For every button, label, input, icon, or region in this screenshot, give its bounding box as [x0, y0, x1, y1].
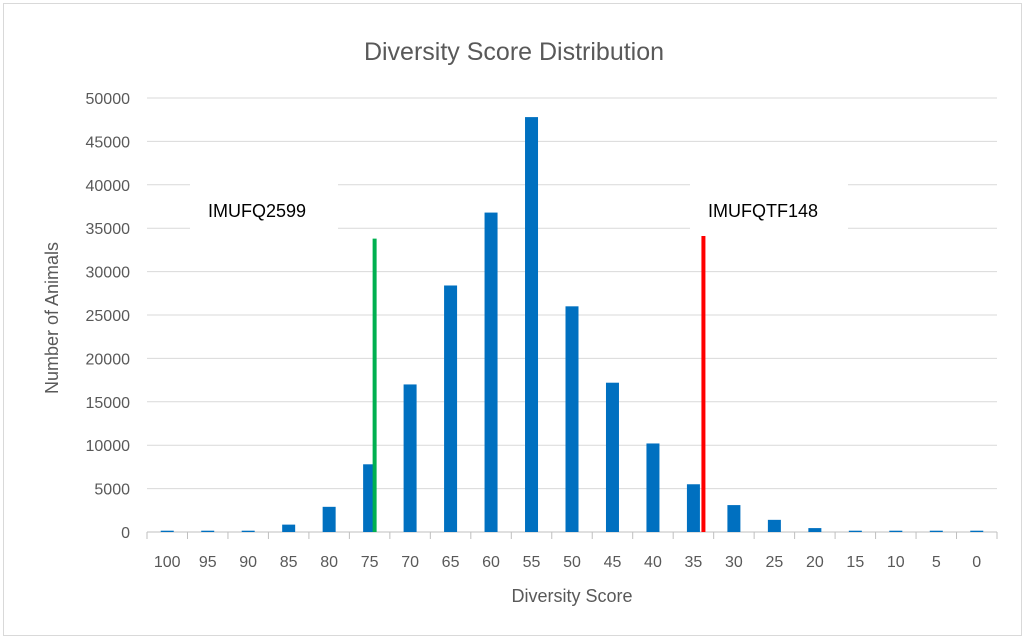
chart-title: Diversity Score Distribution [364, 38, 664, 66]
annotation-box [690, 184, 848, 234]
x-tick-label: 100 [154, 554, 181, 571]
bar [970, 530, 984, 532]
x-tick-label: 0 [972, 554, 981, 571]
annotation-box [190, 184, 338, 234]
y-axis-label: Number of Animals [42, 242, 62, 394]
y-tick-label: 50000 [86, 91, 131, 108]
bar [565, 306, 579, 532]
x-tick-label: 80 [320, 554, 338, 571]
y-tick-label: 35000 [86, 221, 131, 238]
bar [686, 484, 700, 532]
x-tick-label: 50 [563, 554, 581, 571]
y-tick-label: 15000 [86, 395, 131, 412]
bar [322, 506, 336, 532]
bar [767, 519, 781, 532]
bar [201, 530, 215, 532]
bar [484, 212, 498, 533]
x-tick-label: 90 [239, 554, 257, 571]
bar [525, 117, 539, 532]
y-axis-ticks: 0 5000 10000 15000 20000 25000 30000 35000 40000… [86, 91, 131, 542]
x-axis-label: Diversity Score [511, 586, 632, 606]
bar [727, 505, 741, 532]
x-tick-label: 85 [280, 554, 298, 571]
y-tick-label: 45000 [86, 134, 131, 151]
y-tick-label: 30000 [86, 265, 131, 282]
x-tick-label: 55 [523, 554, 541, 571]
x-tick-label: 30 [725, 554, 743, 571]
y-tick-label: 20000 [86, 351, 131, 368]
bar [889, 530, 903, 532]
bar [160, 530, 174, 532]
x-tick-label: 95 [199, 554, 217, 571]
x-tick-label: 45 [604, 554, 622, 571]
bar [646, 443, 660, 532]
bar [444, 285, 458, 532]
bar [605, 382, 619, 532]
x-tick-label: 40 [644, 554, 662, 571]
x-tick-label: 25 [765, 554, 783, 571]
annotation-label: IMUFQTF148 [708, 201, 818, 221]
y-tick-label: 10000 [86, 438, 131, 455]
bar [403, 384, 417, 532]
x-axis-ticks: 100 95 90 85 80 75 70 65 60 55 50 45 40 35 30 25 20 15 10 5… [146, 532, 998, 571]
bar [282, 524, 296, 532]
y-tick-label: 5000 [94, 482, 130, 499]
annotation-label: IMUFQ2599 [208, 201, 306, 221]
x-tick-label: 20 [806, 554, 824, 571]
x-tick-label: 75 [361, 554, 379, 571]
y-tick-label: 40000 [86, 178, 131, 195]
x-tick-label: 70 [401, 554, 419, 571]
x-tick-label: 65 [442, 554, 460, 571]
bar [808, 528, 822, 532]
x-tick-label: 15 [846, 554, 864, 571]
chart: Diversity Score Distribution 0 5000 10000 1… [42, 38, 998, 606]
bar [848, 530, 862, 532]
bar [929, 530, 943, 532]
bars [160, 117, 984, 533]
y-tick-label: 25000 [86, 308, 131, 325]
annotations: IMUFQ2599 IMUFQTF148 [190, 184, 848, 532]
y-tick-label: 0 [121, 525, 130, 542]
x-tick-label: 35 [685, 554, 703, 571]
x-tick-label: 5 [932, 554, 941, 571]
chart-frame: Diversity Score Distribution 0 5000 10000 1… [3, 3, 1022, 636]
x-tick-label: 60 [482, 554, 500, 571]
x-tick-label: 10 [887, 554, 905, 571]
bar [241, 530, 255, 532]
